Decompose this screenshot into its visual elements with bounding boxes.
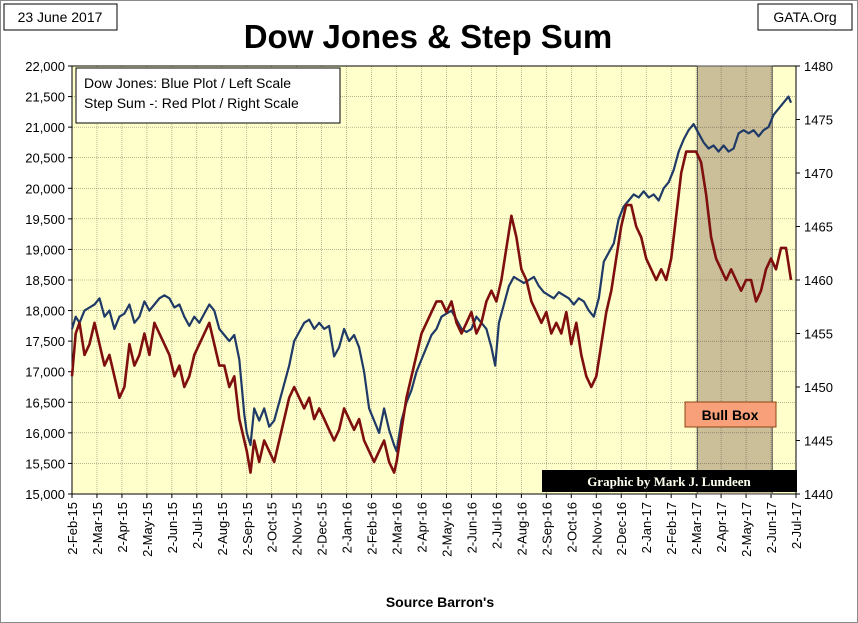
right-tick-label: 1455 [804, 327, 833, 342]
right-tick-label: 1440 [804, 487, 833, 502]
right-tick-label: 1475 [804, 113, 833, 128]
x-tick-label: 2-Jan-17 [639, 502, 654, 553]
right-tick-label: 1470 [804, 166, 833, 181]
bull-box-label: Bull Box [702, 407, 759, 423]
legend-entry-dow: Dow Jones: Blue Plot / Left Scale [84, 75, 291, 91]
left-tick-label: 18,000 [25, 304, 65, 319]
x-tick-label: 2-Jan-16 [340, 502, 355, 553]
x-tick-label: 2-Jul-17 [789, 502, 804, 549]
left-tick-label: 21,500 [25, 90, 65, 105]
x-tick-label: 2-Oct-15 [265, 502, 280, 553]
x-tick-label: 2-Jul-15 [190, 502, 205, 549]
right-tick-label: 1465 [804, 220, 833, 235]
x-tick-label: 2-Apr-15 [115, 502, 130, 553]
legend-box [75, 67, 341, 124]
x-tick-label: 2-May-16 [439, 502, 454, 557]
x-tick-label: 2-Oct-16 [564, 502, 579, 553]
left-tick-label: 16,500 [25, 395, 65, 410]
left-tick-label: 15,000 [25, 487, 65, 502]
x-axis-title: Source Barron's [386, 594, 495, 610]
left-axis: 15,000 15,500 16,000 16,500 17,000 17,500 18,0… [25, 59, 72, 502]
left-tick-label: 15,500 [25, 456, 65, 471]
credit-label: Graphic by Mark J. Lundeen [587, 474, 751, 489]
date-box [3, 3, 118, 31]
right-tick-label: 1445 [804, 434, 833, 449]
x-tick-label: 2-Aug-15 [215, 502, 230, 555]
x-tick-label: 2-Aug-16 [514, 502, 529, 555]
x-axis: 2-Feb-15 2-Mar-15 2-Apr-15 2-May-15 2-Jun-15… [65, 494, 804, 557]
x-tick-label: 2-May-17 [739, 502, 754, 557]
left-tick-label: 19,000 [25, 242, 65, 257]
x-tick-label: 2-Feb-15 [65, 502, 80, 555]
x-tick-label: 2-Jul-16 [489, 502, 504, 549]
left-tick-label: 17,500 [25, 334, 65, 349]
x-tick-label: 2-Jun-15 [165, 502, 180, 553]
right-tick-label: 1450 [804, 380, 833, 395]
x-tick-label: 2-Nov-16 [589, 502, 604, 555]
right-tick-label: 1480 [804, 59, 833, 74]
credit-box [542, 470, 797, 492]
x-tick-label: 2-Nov-15 [290, 502, 305, 555]
left-tick-label: 16,000 [25, 426, 65, 441]
x-tick-label: 2-Jun-17 [764, 502, 779, 553]
left-tick-label: 17,000 [25, 365, 65, 380]
dow-jones-series-line [70, 95, 793, 453]
x-tick-label: 2-Feb-16 [365, 502, 380, 555]
source-box [757, 3, 853, 31]
x-tick-label: 2-Dec-16 [614, 502, 629, 555]
x-tick-label: 2-Apr-17 [714, 502, 729, 553]
left-tick-label: 19,500 [25, 212, 65, 227]
x-tick-label: 2-Apr-16 [415, 502, 430, 553]
left-tick-label: 22,000 [25, 59, 65, 74]
chart-title: Dow Jones & Step Sum [244, 18, 613, 55]
right-axis: 1440 1445 1450 1455 1460 1465 1470 1475 1480 [796, 59, 833, 502]
left-tick-label: 20,500 [25, 151, 65, 166]
x-tick-label: 2-May-15 [140, 502, 155, 557]
x-tick-label: 2-Mar-15 [90, 502, 105, 555]
left-tick-label: 20,000 [25, 181, 65, 196]
date-label: 23 June 2017 [18, 9, 103, 25]
x-tick-label: 2-Feb-17 [664, 502, 679, 555]
bull-box-label-box [684, 401, 777, 428]
left-tick-label: 21,000 [25, 120, 65, 135]
x-tick-label: 2-Sep-15 [240, 502, 255, 555]
source-label: GATA.Org [773, 9, 836, 25]
plot-area [71, 65, 797, 495]
step-sum-series-line [70, 150, 793, 474]
x-tick-label: 2-Mar-16 [390, 502, 405, 555]
x-tick-label: 2-Jun-16 [464, 502, 479, 553]
legend-entry-step: Step Sum -: Red Plot / Right Scale [84, 95, 299, 111]
x-tick-label: 2-Sep-16 [539, 502, 554, 555]
left-tick-label: 18,500 [25, 273, 65, 288]
x-tick-label: 2-Dec-15 [315, 502, 330, 555]
x-tick-label: 2-Mar-17 [689, 502, 704, 555]
right-tick-label: 1460 [804, 273, 833, 288]
